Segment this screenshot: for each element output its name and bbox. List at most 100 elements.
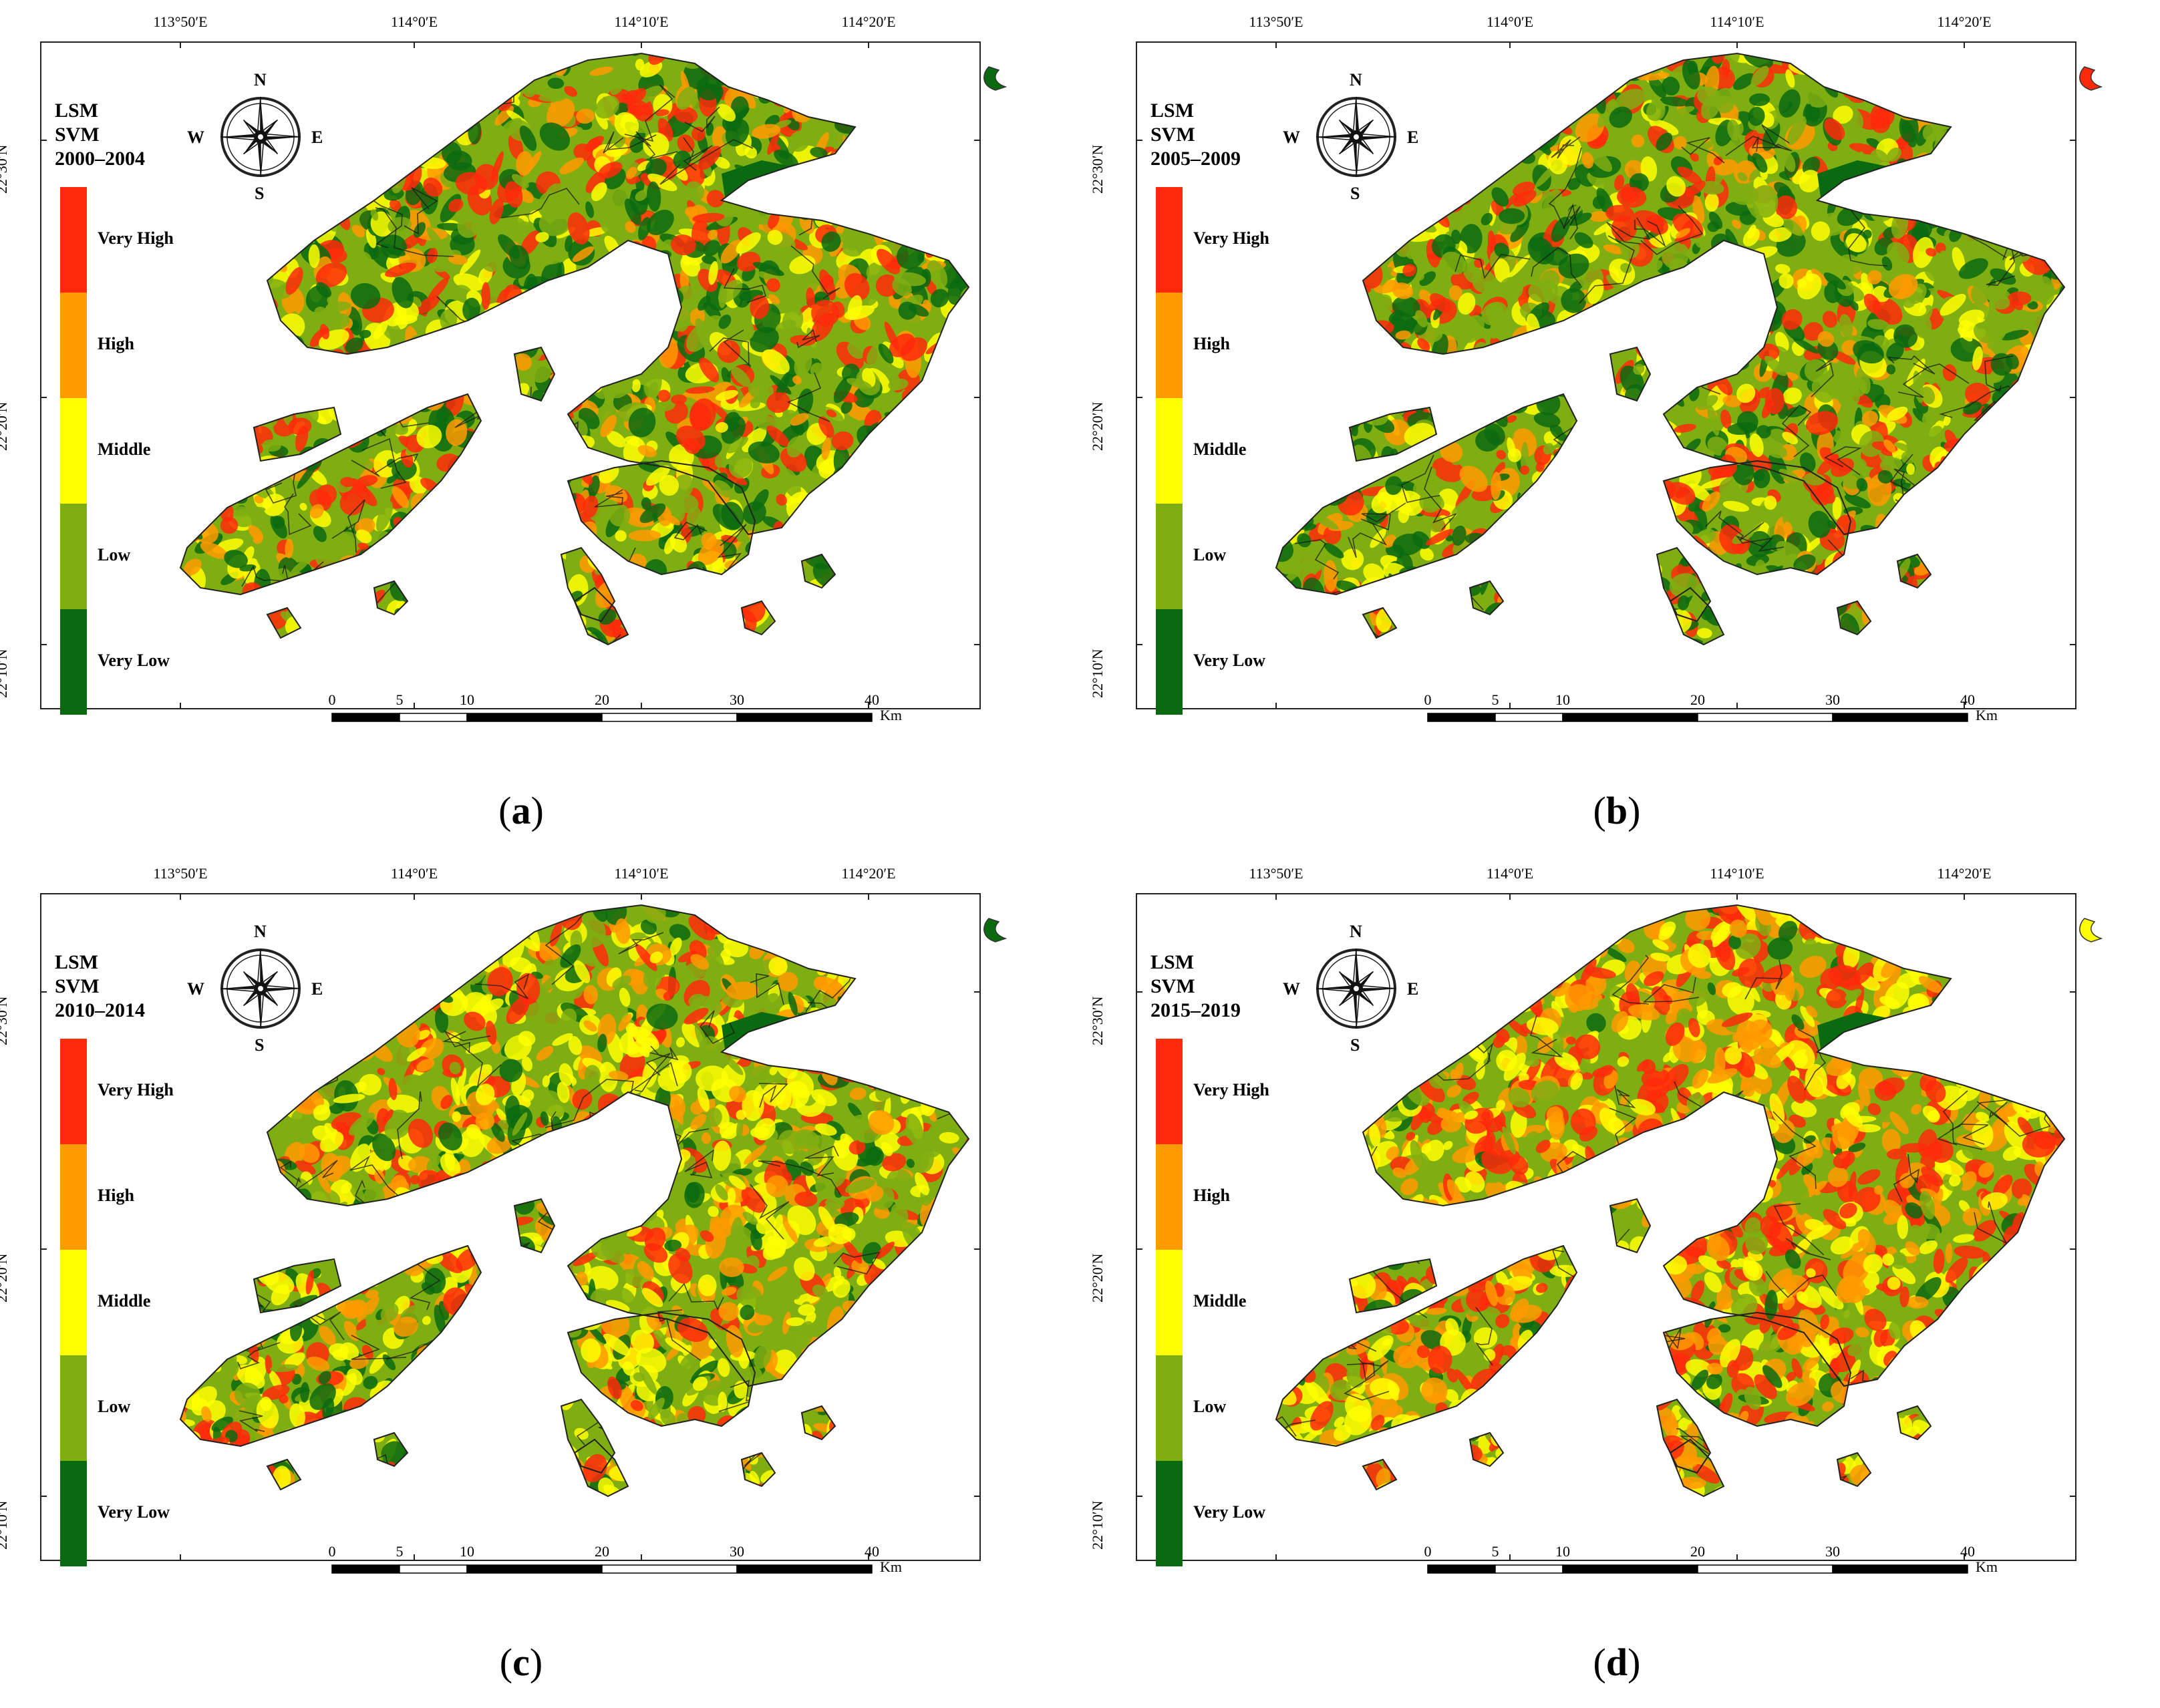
- susceptibility-raster: [180, 905, 969, 1496]
- compass-e-label: E: [311, 979, 323, 999]
- legend-swatch: [60, 187, 87, 293]
- map-frame: [1136, 41, 2076, 709]
- compass-rose-icon: [1316, 96, 1397, 178]
- legend-label: Low: [1193, 1397, 1227, 1416]
- longitude-label: 114°0′E: [390, 865, 438, 882]
- panel-caption: (b): [1593, 789, 1641, 832]
- longitude-label: 114°20′E: [841, 13, 896, 30]
- map-canvas: [1136, 41, 2103, 722]
- offshore-islet: [983, 918, 1008, 943]
- longitude-label: 113°50′E: [1249, 13, 1303, 30]
- legend-swatch: [1156, 609, 1183, 715]
- legend-label: Middle: [1193, 1291, 1247, 1311]
- scale-tick-label: 20: [595, 1543, 609, 1560]
- legend-label: Middle: [98, 440, 151, 459]
- legend-color-bar: [60, 187, 87, 715]
- longitude-label: 113°50′E: [1249, 865, 1303, 882]
- scale-tick-label: 40: [865, 1543, 879, 1560]
- legend-label: Very High: [1193, 1080, 1269, 1099]
- legend-label: Middle: [98, 1291, 151, 1311]
- compass-e-label: E: [1407, 979, 1419, 999]
- legend-swatch: [60, 398, 87, 504]
- compass-n-label: N: [254, 922, 267, 941]
- legend-title-line: 2000–2004: [55, 148, 145, 170]
- legend-label: Very Low: [98, 651, 170, 670]
- scale-tick-label: 5: [1491, 1543, 1499, 1560]
- offshore-islet: [983, 66, 1008, 91]
- scale-tick-label: 30: [1825, 1543, 1840, 1560]
- scale-bar: [1427, 1564, 1968, 1574]
- scale-unit-label: Km: [1976, 707, 1998, 723]
- legend-title: LSM SVM 2000–2004: [55, 99, 145, 171]
- legend-label: Middle: [1193, 440, 1247, 459]
- panel-caption-letter: d: [1605, 1641, 1628, 1684]
- scale-tick-label: 10: [1555, 691, 1570, 708]
- scale-tick-label: 10: [460, 691, 474, 708]
- scale-tick-label: 40: [1960, 691, 1975, 708]
- legend-color-bar: [60, 1039, 87, 1566]
- compass-n-label: N: [1350, 70, 1362, 90]
- map-canvas: [40, 893, 1008, 1574]
- scale-tick-label: 0: [328, 1543, 336, 1560]
- compass-w-label: W: [1283, 979, 1300, 999]
- legend-color-bar: [1156, 1039, 1183, 1566]
- longitude-label: 114°20′E: [841, 865, 896, 882]
- map-panel-d: 113°50′E 114°0′E 114°10′E 114°20′E 22°30′N 22…: [1089, 852, 2103, 1575]
- legend-swatch: [60, 609, 87, 715]
- legend-label: Very High: [98, 1080, 174, 1099]
- longitude-label: 114°10′E: [614, 865, 669, 882]
- scale-unit-label: Km: [880, 707, 902, 723]
- scale-bar: [331, 1564, 873, 1574]
- legend-title-line: LSM: [55, 951, 99, 973]
- scale-tick-label: 5: [396, 691, 404, 708]
- compass-s-label: S: [1350, 184, 1360, 203]
- susceptibility-raster: [1276, 53, 2064, 645]
- legend-label: High: [1193, 334, 1230, 353]
- compass-s-label: S: [255, 184, 265, 203]
- compass-w-label: W: [1283, 128, 1300, 147]
- longitude-label: 114°0′E: [390, 13, 438, 30]
- scale-tick-label: 5: [1491, 691, 1499, 708]
- compass-e-label: E: [1407, 128, 1419, 147]
- longitude-label: 114°20′E: [1937, 865, 1992, 882]
- legend-label: High: [98, 334, 134, 353]
- scale-bar: [331, 713, 873, 722]
- legend-title-line: SVM: [55, 975, 100, 997]
- longitude-label: 113°50′E: [153, 865, 208, 882]
- legend-swatch: [60, 1250, 87, 1355]
- legend-label: Low: [98, 545, 131, 564]
- compass-n-label: N: [1350, 922, 1362, 941]
- longitude-label: 114°10′E: [614, 13, 669, 30]
- map-panel-b: 113°50′E 114°0′E 114°10′E 114°20′E 22°30′N 22…: [1089, 0, 2103, 723]
- legend-title-line: 2015–2019: [1150, 999, 1241, 1021]
- scale-tick-label: 30: [730, 691, 744, 708]
- legend-swatch: [60, 1144, 87, 1250]
- longitude-label: 114°0′E: [1486, 13, 1534, 30]
- longitude-label: 114°10′E: [1710, 865, 1764, 882]
- compass-w-label: W: [187, 979, 204, 999]
- legend-label: Very Low: [98, 1502, 170, 1522]
- panel-caption-letter: b: [1605, 789, 1628, 832]
- legend-swatch: [1156, 293, 1183, 398]
- scale-tick-label: 0: [328, 691, 336, 708]
- scale-unit-label: Km: [880, 1558, 902, 1575]
- scale-bar: [1427, 713, 1968, 722]
- legend-swatch: [60, 293, 87, 398]
- legend-label: Very Low: [1193, 651, 1266, 670]
- legend-swatch: [1156, 1250, 1183, 1355]
- legend-swatch: [1156, 1355, 1183, 1461]
- map-panel-c: 113°50′E 114°0′E 114°10′E 114°20′E 22°30′N 22…: [0, 852, 1008, 1575]
- compass-w-label: W: [187, 128, 204, 147]
- legend-title: LSM SVM 2015–2019: [1150, 951, 1241, 1023]
- legend-title-line: SVM: [1150, 124, 1195, 146]
- scale-tick-label: 30: [730, 1543, 744, 1560]
- compass-s-label: S: [255, 1035, 265, 1055]
- legend-swatch: [60, 1355, 87, 1461]
- legend-swatch: [60, 504, 87, 609]
- map-frame: [40, 41, 981, 709]
- legend-swatch: [1156, 187, 1183, 293]
- legend-title-line: 2010–2014: [55, 999, 145, 1021]
- longitude-label: 114°10′E: [1710, 13, 1764, 30]
- offshore-islet: [2079, 918, 2103, 943]
- compass-rose-icon: [220, 96, 301, 178]
